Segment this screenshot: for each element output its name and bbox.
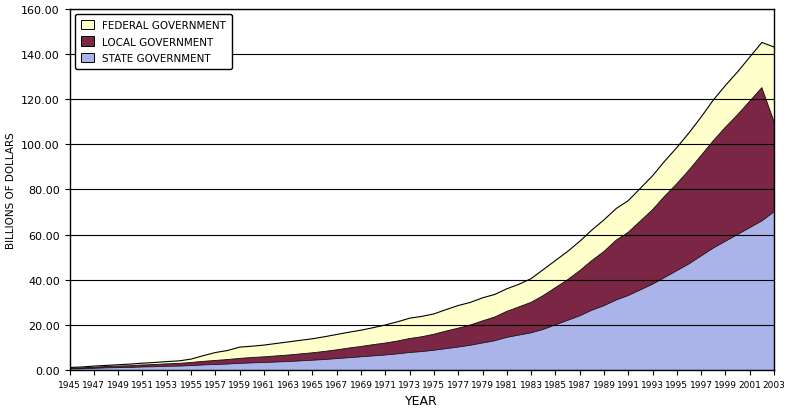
- Y-axis label: BILLIONS OF DOLLARS: BILLIONS OF DOLLARS: [6, 132, 16, 248]
- Legend: FEDERAL GOVERNMENT, LOCAL GOVERNMENT, STATE GOVERNMENT: FEDERAL GOVERNMENT, LOCAL GOVERNMENT, ST…: [75, 15, 232, 70]
- X-axis label: YEAR: YEAR: [406, 394, 438, 408]
